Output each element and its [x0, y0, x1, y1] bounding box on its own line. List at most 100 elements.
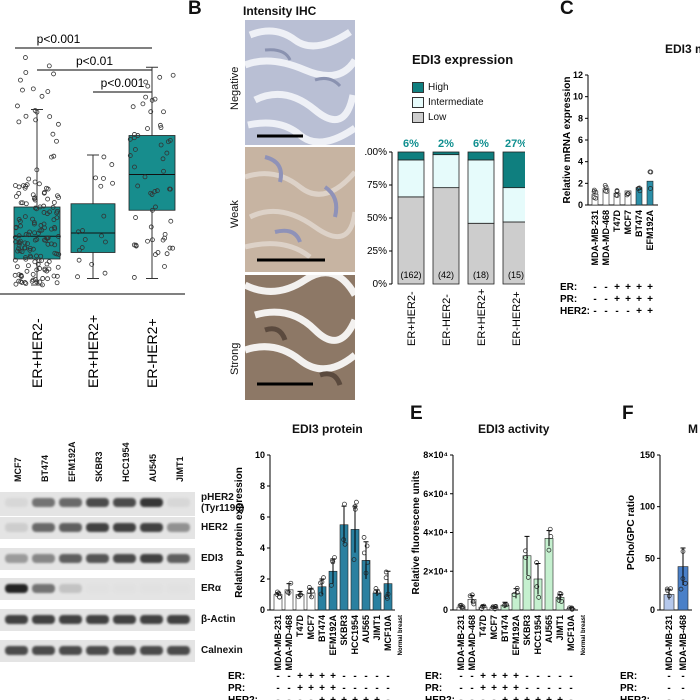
- y-tick-label: 6: [578, 135, 583, 145]
- table-cell: +: [319, 683, 325, 694]
- cell-line-label: BT474: [317, 615, 327, 642]
- data-point: [145, 238, 150, 244]
- y-tick-label: 100%: [365, 147, 387, 158]
- blot-band: [86, 554, 109, 563]
- data-point: [37, 204, 43, 210]
- data-point: [51, 217, 57, 223]
- x-tick-label: ER-HER2-: [441, 294, 453, 346]
- table-cell: +: [513, 683, 519, 694]
- cell-line-label: T47D: [612, 210, 622, 233]
- blot-row-label: HER2: [201, 522, 228, 533]
- stack-segment: [467, 151, 495, 161]
- panel-c-label: C: [560, 0, 574, 19]
- data-point: [558, 591, 564, 597]
- table-cell: -: [298, 695, 301, 700]
- panel-e-title: EDI3 activity: [478, 422, 550, 436]
- data-point: [15, 103, 20, 109]
- table-cell: -: [353, 671, 356, 682]
- bar: [624, 190, 632, 206]
- blot-lane-label: SKBR3: [94, 451, 104, 482]
- table-cell: -: [276, 695, 279, 700]
- count-label: (42): [438, 270, 454, 280]
- table-cell: +: [297, 671, 303, 682]
- table-row-label: PR:: [620, 683, 637, 694]
- table-cell: -: [604, 294, 607, 305]
- data-point: [375, 589, 381, 595]
- data-point: [22, 214, 28, 220]
- bar: [635, 187, 643, 206]
- data-point: [30, 86, 36, 92]
- data-point: [352, 504, 358, 509]
- data-point: [12, 272, 18, 278]
- data-point: [161, 109, 166, 115]
- data-point: [44, 235, 50, 241]
- blot-band: [140, 523, 163, 532]
- table-cell: -: [547, 671, 550, 682]
- cell-line-label: MDA-MB-231: [456, 615, 466, 671]
- table-cell: +: [330, 695, 336, 700]
- table-cell: +: [319, 695, 325, 700]
- data-point: [329, 582, 334, 588]
- blot-row: [0, 548, 195, 570]
- blot-band: [5, 584, 28, 593]
- cell-line-label: T47D: [478, 615, 488, 638]
- data-point: [150, 207, 155, 213]
- y-tick-label: 0: [578, 200, 583, 210]
- data-point: [41, 190, 47, 196]
- data-point: [354, 499, 359, 505]
- count-label: (162): [400, 270, 421, 280]
- table-row-label: ER:: [560, 282, 577, 293]
- table-cell: +: [557, 695, 563, 700]
- blot-band: [113, 498, 136, 507]
- data-point: [152, 96, 158, 102]
- table-cell: +: [308, 683, 314, 694]
- data-point: [341, 537, 347, 542]
- data-point: [274, 592, 280, 597]
- y-tick-label: 2: [260, 574, 265, 584]
- x-tick-label: ER+HER2+: [85, 315, 101, 388]
- high-percent-label: 6%: [403, 138, 419, 150]
- panel-e-label: E: [410, 403, 423, 424]
- cell-line-label: MCF10A: [383, 615, 393, 652]
- data-point: [20, 87, 25, 93]
- data-point: [523, 555, 528, 560]
- data-point: [309, 594, 314, 600]
- data-point: [132, 164, 137, 170]
- data-point: [23, 232, 29, 237]
- table-cell: -: [375, 671, 378, 682]
- stack-segment: [502, 151, 525, 189]
- table-row-label: ER:: [620, 671, 637, 682]
- data-point: [165, 139, 171, 145]
- data-point: [591, 189, 597, 194]
- data-point: [153, 204, 158, 210]
- table-cell: -: [593, 294, 596, 305]
- data-point: [170, 72, 176, 78]
- table-cell: +: [374, 695, 380, 700]
- data-point: [49, 154, 54, 160]
- data-point: [546, 547, 552, 553]
- data-point: [23, 113, 29, 119]
- table-cell: -: [492, 695, 495, 700]
- data-point: [361, 550, 367, 556]
- data-point: [15, 248, 21, 254]
- blot-lane-label: AU545: [148, 453, 158, 482]
- data-point: [23, 183, 29, 189]
- blot-band: [167, 615, 190, 624]
- data-point: [45, 241, 51, 247]
- table-cell: +: [491, 671, 497, 682]
- data-point: [145, 83, 151, 89]
- table-cell: -: [342, 683, 345, 694]
- table-cell: +: [636, 294, 642, 305]
- stack-segment: [502, 187, 525, 223]
- data-point: [30, 271, 36, 277]
- blot-band: [167, 554, 190, 563]
- table-cell: +: [480, 671, 486, 682]
- data-point: [286, 590, 292, 595]
- data-point: [17, 248, 23, 254]
- blot-band: [32, 646, 55, 655]
- x-tick-label: ER-HER2+: [144, 318, 160, 388]
- data-point: [22, 280, 28, 285]
- blot-row: [0, 609, 195, 631]
- table-cell: -: [604, 282, 607, 293]
